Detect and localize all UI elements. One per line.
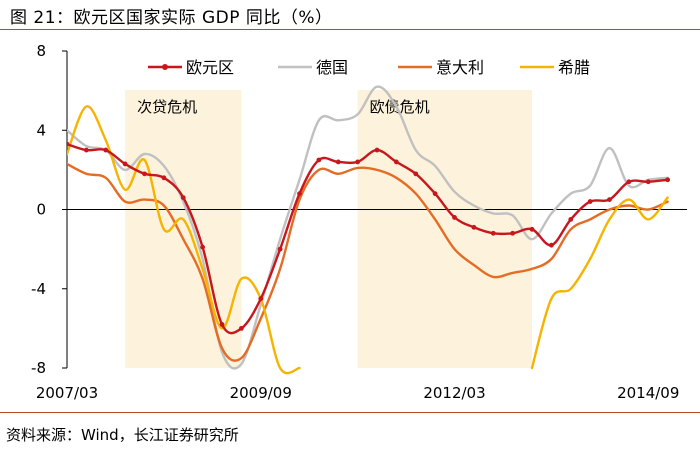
data-point <box>529 226 535 232</box>
data-point <box>665 177 671 183</box>
series-lines <box>67 85 671 375</box>
figure-title: 图 21：欧元区国家实际 GDP 同比（%） <box>10 8 333 28</box>
data-point <box>471 224 477 230</box>
data-point <box>413 171 419 177</box>
x-tick-label: 2014/09 <box>617 384 679 402</box>
series-line-2 <box>67 85 669 370</box>
data-point <box>548 242 554 248</box>
series-line-3 <box>67 162 669 362</box>
source-rule <box>0 412 700 413</box>
title-rule <box>0 29 700 30</box>
y-tick-label: -4 <box>31 280 46 298</box>
data-point <box>626 179 632 185</box>
legend-label-1: 欧元区 <box>186 58 234 77</box>
data-point <box>355 159 361 165</box>
data-point <box>374 147 380 153</box>
legend-label-2: 德国 <box>316 58 348 77</box>
crisis-region-2 <box>357 90 532 368</box>
data-point <box>335 159 341 165</box>
legend: 欧元区 德国 意大利 希腊 <box>148 58 590 77</box>
data-point <box>510 230 516 236</box>
y-tick-label: -8 <box>31 359 46 377</box>
data-point <box>180 195 186 201</box>
series-line-4 <box>530 196 669 370</box>
data-point <box>587 199 593 204</box>
data-point <box>432 191 438 197</box>
data-point <box>452 215 457 220</box>
data-point <box>238 325 244 331</box>
data-point <box>200 244 206 250</box>
y-tick-label: 0 <box>36 201 46 219</box>
crisis-label-1: 次贷危机 <box>137 98 197 116</box>
y-tick-label: 8 <box>36 42 46 60</box>
crisis-shading: 次贷危机 欧债危机 <box>125 90 532 368</box>
data-point <box>607 197 612 202</box>
x-tick-label: 2012/03 <box>423 384 485 402</box>
data-point <box>142 171 147 177</box>
source-note: 资料来源：Wind，长江证券研究所 <box>6 426 239 444</box>
data-point <box>161 175 167 181</box>
line-chart: 次贷危机 欧债危机 8 4 0 -4 -8 2007/03 2009/09 2012/03 201… <box>31 42 687 402</box>
data-point <box>490 230 496 236</box>
y-tick-label: 4 <box>36 121 46 139</box>
data-point <box>316 157 322 163</box>
legend-marker <box>162 64 168 70</box>
data-point <box>83 147 89 153</box>
data-point <box>103 147 109 153</box>
axes <box>62 50 687 369</box>
legend-label-4: 希腊 <box>558 58 590 77</box>
x-tick-label: 2009/09 <box>230 384 292 402</box>
data-point <box>645 179 651 185</box>
data-point <box>393 159 399 165</box>
data-point <box>297 191 302 197</box>
data-point <box>277 246 283 252</box>
data-point <box>122 161 128 167</box>
crisis-label-2: 欧债危机 <box>370 98 430 116</box>
legend-label-3: 意大利 <box>436 58 484 77</box>
data-point <box>219 322 225 327</box>
x-tick-label: 2007/03 <box>36 384 98 402</box>
data-point <box>258 296 264 302</box>
data-point <box>568 217 574 222</box>
data-point <box>67 141 70 147</box>
tick-labels: 8 4 0 -4 -8 2007/03 2009/09 2012/03 2014/09 <box>31 42 679 402</box>
